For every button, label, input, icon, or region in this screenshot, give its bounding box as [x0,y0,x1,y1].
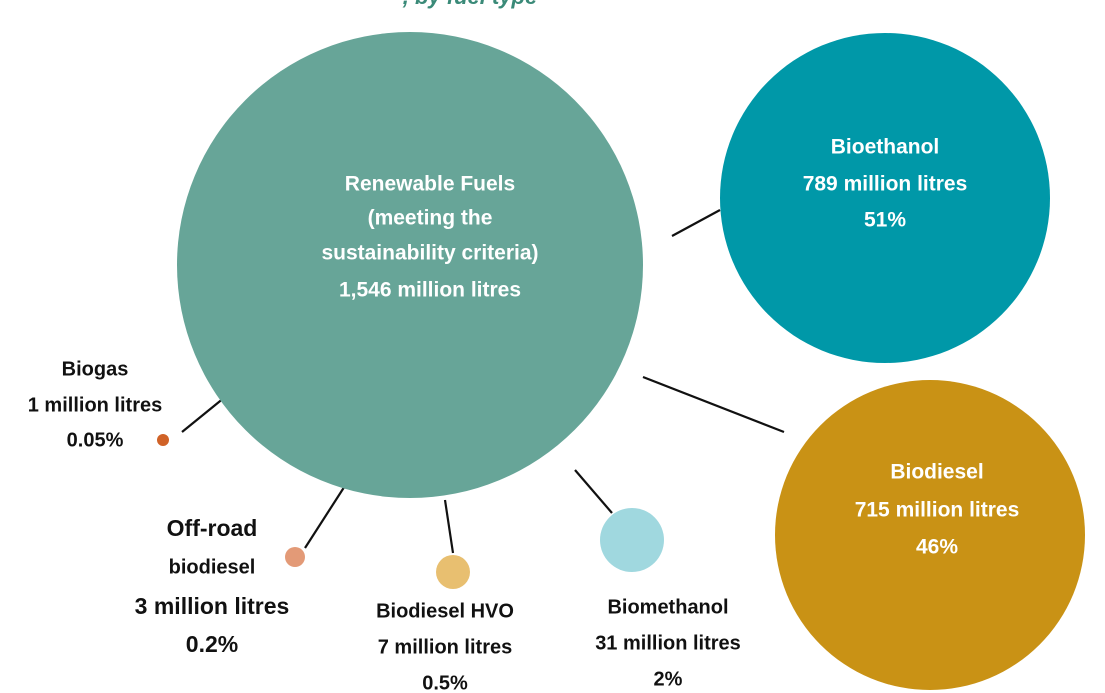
label: 2% [654,668,683,690]
center-bubble [177,32,643,498]
label: Off-road [167,515,258,541]
connector [671,209,721,237]
connector [443,499,455,554]
label: 7 million litres [378,636,512,658]
label: Renewable Fuels [345,173,515,196]
bubble [157,434,169,446]
label: 31 million litres [595,632,741,654]
label: 3 million litres [135,593,290,619]
connector [642,375,785,434]
title: , by fuel type [402,0,537,9]
label: 715 million litres [855,499,1020,522]
label: 51% [864,209,906,232]
label: 1,546 million litres [339,279,521,302]
bubble [775,380,1085,690]
connector [304,477,351,549]
label: Bioethanol [831,136,940,159]
bubble [285,547,305,567]
label: Biodiesel [890,461,983,484]
label: (meeting the [368,207,493,230]
label: sustainability criteria) [321,242,538,265]
bubble [436,555,470,589]
label: 1 million litres [28,394,162,416]
bubble [600,508,664,572]
label: Biodiesel HVO [376,600,514,622]
bubble [720,33,1050,363]
label: biodiesel [169,556,256,578]
label: 0.2% [186,631,238,657]
label: 0.5% [422,672,468,693]
label: Biogas [62,358,129,380]
connector [574,469,613,514]
label: 46% [916,536,958,559]
label: 0.05% [67,429,124,451]
label: 789 million litres [803,173,968,196]
label: Biomethanol [607,596,728,618]
